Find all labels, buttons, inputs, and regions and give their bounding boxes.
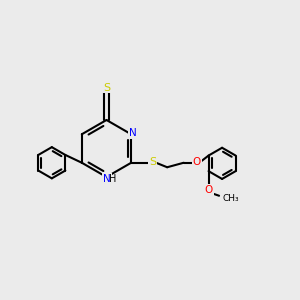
Text: S: S [149, 157, 156, 167]
Text: H: H [110, 173, 117, 184]
Text: O: O [193, 157, 201, 167]
Text: N: N [128, 128, 136, 138]
Text: S: S [103, 82, 110, 93]
Text: CH₃: CH₃ [223, 194, 240, 203]
Text: O: O [204, 185, 213, 195]
Text: N: N [103, 173, 111, 184]
